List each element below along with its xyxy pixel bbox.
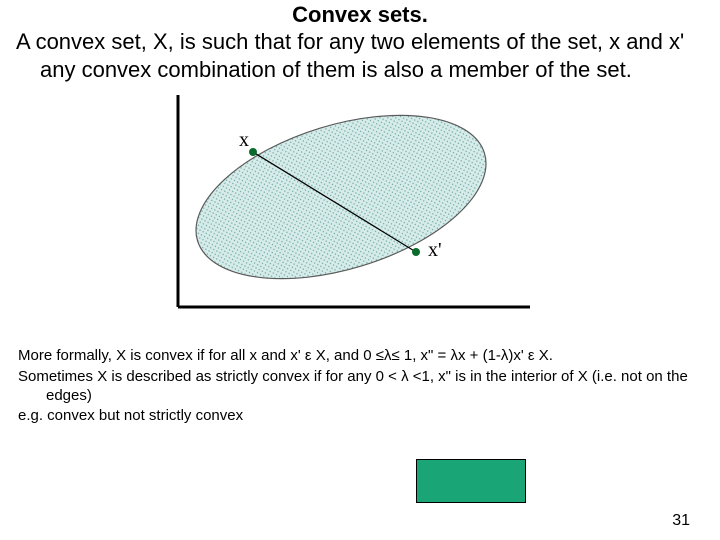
example-rectangle — [416, 459, 526, 503]
convex-ellipse — [177, 89, 506, 310]
point-x — [249, 148, 257, 156]
example-caption: e.g. convex but not strictly convex — [18, 407, 702, 426]
definition-text: A convex set, X, is such that for any tw… — [0, 28, 720, 83]
label-x: x — [239, 129, 249, 151]
example-rectangle-shape — [416, 459, 526, 503]
formal-definition: More formally, X is convex if for all x … — [18, 347, 702, 366]
page-number: 31 — [672, 512, 690, 530]
strictly-convex-note: Sometimes X is described as strictly con… — [18, 368, 702, 406]
slide-title: Convex sets. — [0, 2, 720, 28]
footer-block: More formally, X is convex if for all x … — [0, 339, 720, 426]
ellipse-group — [177, 89, 506, 310]
convex-set-diagram: x x' — [158, 89, 538, 319]
diagram-container: x x' — [0, 89, 720, 339]
label-xprime: x' — [428, 239, 442, 261]
point-xprime — [412, 248, 420, 256]
